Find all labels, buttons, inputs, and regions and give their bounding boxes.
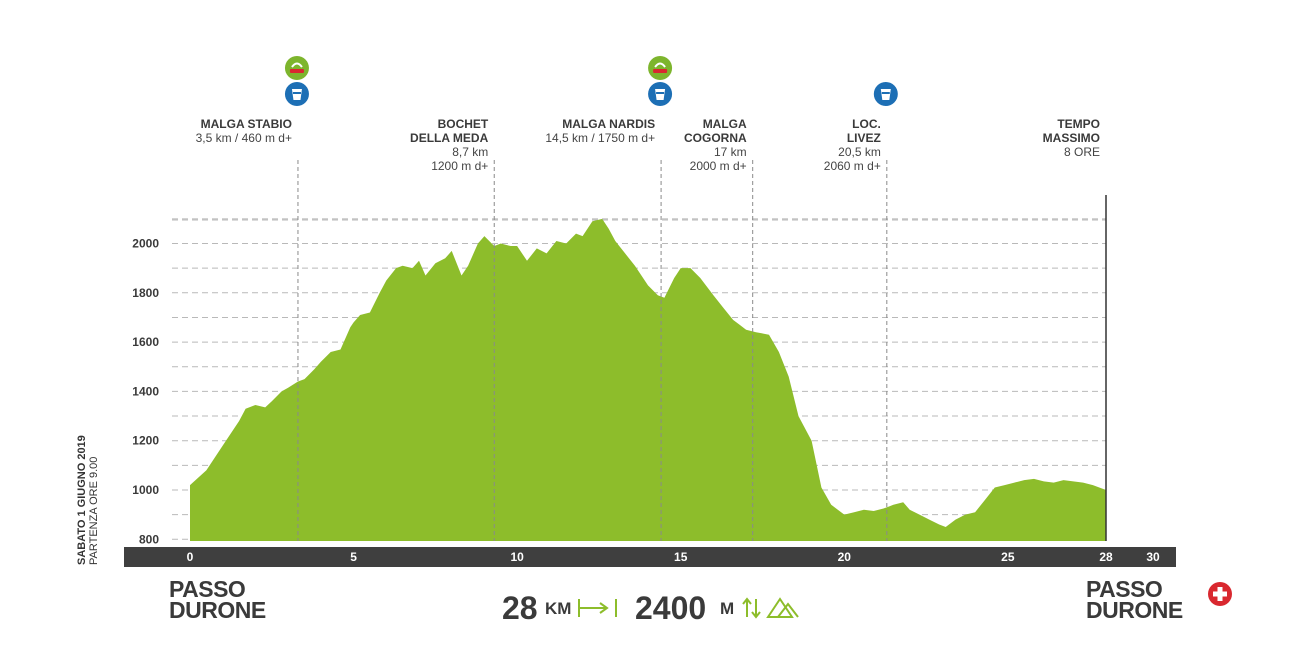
start-place: PASSO DURONE [169, 576, 266, 623]
checkpoint-name: BOCHET [437, 117, 489, 131]
y-tick-label: 2000 [132, 237, 159, 251]
checkpoint-info: 20,5 km [838, 145, 881, 159]
end-place-line2: DURONE [1086, 597, 1183, 623]
elevation-unit: M [720, 599, 735, 618]
checkpoint-label: LOC. LIVEZ 20,5 km 2060 m d+ [824, 117, 881, 173]
x-tick-label: 28 [1099, 550, 1113, 564]
y-tick-label: 800 [139, 532, 159, 546]
checkpoint-info: 2060 m d+ [823, 159, 881, 173]
x-tick-label: 10 [510, 550, 524, 564]
water-icon [284, 82, 309, 106]
checkpoint-name: LIVEZ [846, 131, 881, 145]
checkpoint-label: BOCHET DELLA MEDA 8,7 km 1200 m d+ [410, 117, 488, 173]
start-place-line2: DURONE [169, 597, 266, 623]
stat-icons [578, 597, 799, 619]
y-tick-label: 1200 [132, 434, 159, 448]
end-place: PASSO DURONE [1086, 576, 1183, 623]
end-place-line1: PASSO [1086, 576, 1163, 602]
race-date: SABATO 1 GIUGNO 2019 [76, 435, 88, 565]
distance-unit: KM [545, 599, 572, 618]
checkpoint-info: 8,7 km [452, 145, 489, 159]
y-tick-label: 1600 [132, 335, 159, 349]
checkpoint-label: TEMPO MASSIMO 8 ORE [1043, 117, 1100, 159]
elevation-value: 2400 [635, 590, 707, 626]
checkpoint-info: 14,5 km / 1750 m d+ [545, 131, 656, 145]
water-icon [873, 82, 898, 106]
checkpoint-name: DELLA MEDA [410, 131, 489, 145]
y-tick-label: 1800 [132, 286, 159, 300]
x-tick-label: 0 [187, 550, 194, 564]
elevation-profile-area [190, 218, 1106, 541]
x-tick-label: 20 [838, 550, 852, 564]
elevation-gain-icon [742, 597, 761, 619]
x-tick-label: 25 [1001, 550, 1015, 564]
checkpoint-label: MALGA COGORNA 17 km 2000 m d+ [684, 117, 747, 173]
checkpoint-lines [297, 160, 888, 541]
y-axis-ticks: 800 1000 1200 1400 1600 1800 2000 [132, 237, 159, 547]
x-tick-label: 5 [350, 550, 357, 564]
checkpoint-label: MALGA NARDIS 14,5 km / 1750 m d+ [545, 117, 655, 145]
x-tick-label: 15 [674, 550, 688, 564]
distance-value: 28 [502, 590, 538, 626]
start-place-line1: PASSO [169, 576, 246, 602]
x-tick-label: 30 [1146, 550, 1160, 564]
x-axis-ticks: 0 5 10 15 20 25 28 30 [187, 550, 1160, 564]
checkpoint-name: COGORNA [684, 131, 747, 145]
checkpoint-name: MALGA [702, 117, 747, 131]
water-icon [648, 82, 673, 106]
checkpoint-name: MALGA STABIO [200, 117, 292, 131]
distance-arrow-icon [578, 599, 617, 617]
checkpoint-info: 1200 m d+ [431, 159, 489, 173]
checkpoint-label: MALGA STABIO 3,5 km / 460 m d+ [196, 117, 292, 145]
checkpoint-name: MALGA NARDIS [562, 117, 656, 131]
food-icon [284, 56, 309, 80]
checkpoint-info: 17 km [714, 145, 747, 159]
checkpoint-name: LOC. [852, 117, 881, 131]
checkpoint-info: 2000 m d+ [689, 159, 747, 173]
race-start-time: PARTENZA ORE 9.00 [88, 456, 100, 565]
food-icon [648, 56, 673, 80]
checkpoint-name: TEMPO [1057, 117, 1100, 131]
checkpoint-info: 3,5 km / 460 m d+ [195, 131, 292, 145]
finish-cross-icon [1208, 582, 1232, 606]
y-tick-label: 1000 [132, 483, 159, 497]
race-date-block: SABATO 1 GIUGNO 2019 PARTENZA ORE 9.00 [76, 435, 100, 565]
y-tick-label: 1400 [132, 384, 159, 398]
mountains-icon [766, 597, 799, 618]
x-axis-bar [124, 547, 1176, 567]
checkpoint-name: MASSIMO [1042, 131, 1100, 145]
checkpoint-icons [284, 56, 898, 106]
checkpoint-info: 8 ORE [1063, 145, 1100, 159]
